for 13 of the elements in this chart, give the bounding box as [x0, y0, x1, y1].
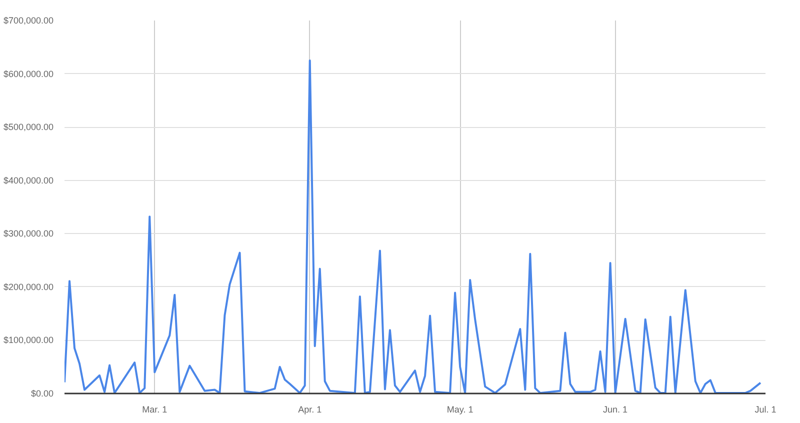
y-tick-label: $700,000.00 — [3, 16, 54, 26]
y-tick-label: $200,000.00 — [3, 282, 54, 292]
y-tick-label: $500,000.00 — [3, 122, 54, 132]
y-tick-label: $400,000.00 — [3, 175, 54, 186]
y-tick-label: $0.00 — [30, 388, 54, 398]
x-tick-label: Mar. 1 — [142, 404, 168, 414]
y-tick-label: $300,000.00 — [3, 228, 54, 239]
y-tick-label: $600,000.00 — [3, 68, 54, 79]
x-tick-label: Apr. 1 — [298, 404, 322, 414]
x-tick-label: Jun. 1 — [603, 404, 628, 414]
x-tick-label: May. 1 — [446, 404, 474, 414]
x-tick-label: Jul. 1 — [754, 404, 776, 414]
y-tick-label: $100,000.00 — [3, 335, 54, 346]
